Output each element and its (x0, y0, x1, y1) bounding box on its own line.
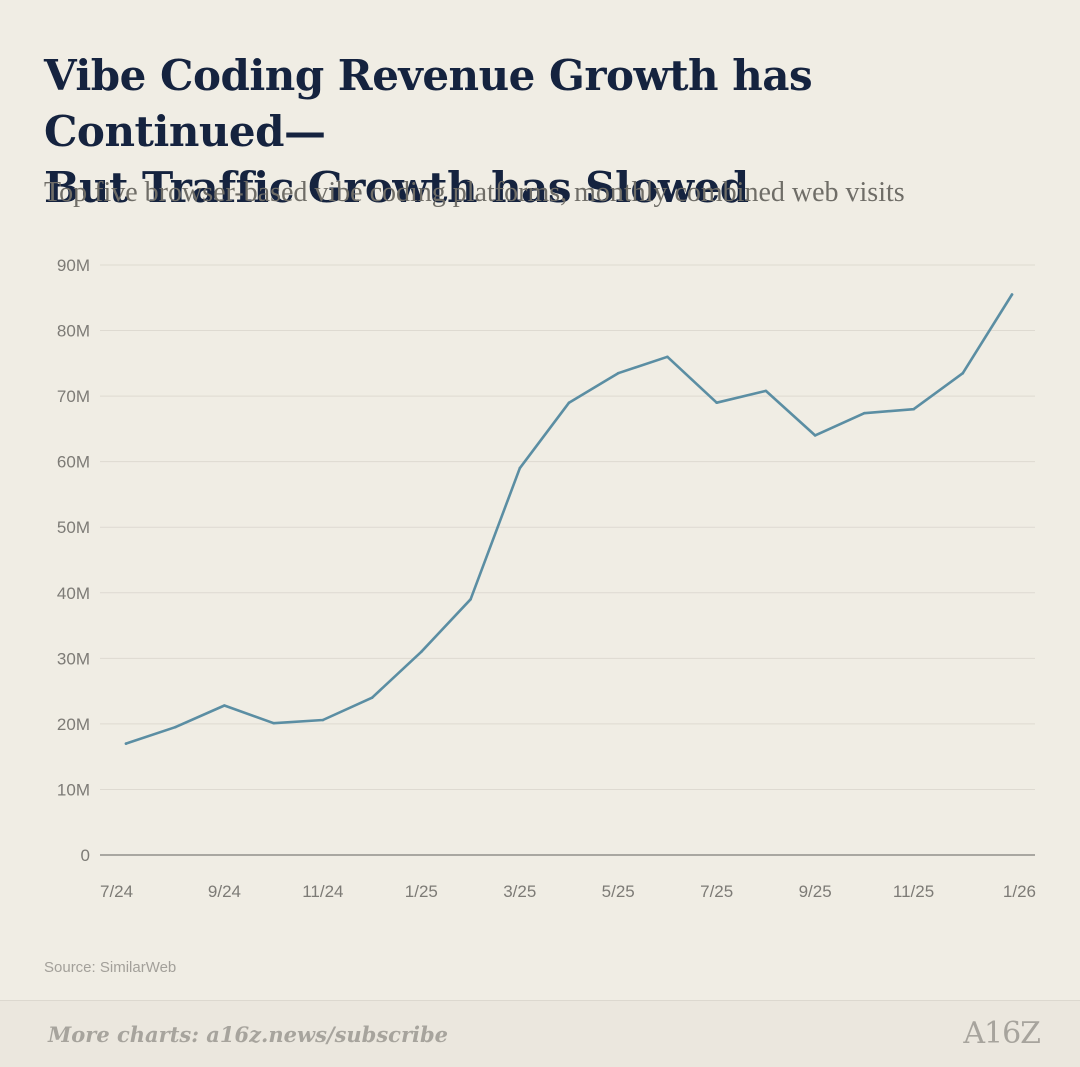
data-point-7-25 (715, 401, 718, 405)
x-tick-label: 1/25 (405, 882, 438, 901)
x-tick-label: 9/24 (208, 882, 241, 901)
data-point-9-24 (223, 704, 226, 707)
source-note: Source: SimilarWeb (44, 959, 177, 976)
chart-title-line-1: Vibe Coding Revenue Growth has Continued… (44, 51, 813, 156)
chart-subtitle: Top five browser-based vibe coding platf… (44, 177, 905, 208)
chart-title-line-2: But Traffic Growth has Slowed (44, 163, 749, 212)
data-point-12-25 (961, 371, 965, 375)
data-point-1-25 (420, 650, 423, 654)
y-tick-label: 70M (57, 387, 90, 406)
data-point-10-24 (272, 721, 276, 725)
footer-bar: More charts: a16z.news/subscribe A16Z (0, 1000, 1080, 1067)
data-point-8-24 (173, 725, 177, 729)
y-tick-label: 20M (57, 715, 90, 734)
data-point-11-25 (912, 407, 915, 411)
x-tick-label: 7/24 (100, 882, 133, 901)
y-tick-label: 30M (57, 649, 90, 668)
data-point-12-24 (370, 696, 374, 699)
data-point-9-25 (813, 434, 817, 437)
data-point-1-26 (1010, 293, 1014, 296)
x-axis-tick-labels: 7/24 9/24 11/24 1/25 3/25 5/25 7/25 9/25 11/25 1/… (100, 882, 1036, 901)
data-point-11-24 (321, 718, 325, 722)
y-axis-tick-labels: 0 10M 20M 30M 40M 50M 60M 70M 80M 90M (57, 256, 90, 865)
data-point-4-25 (567, 401, 571, 405)
x-tick-label: 5/25 (602, 882, 635, 901)
y-tick-label: 60M (57, 453, 90, 472)
x-tick-label: 7/25 (700, 882, 733, 901)
y-tick-label: 0 (81, 846, 90, 865)
x-tick-label: 3/25 (503, 882, 536, 901)
data-point-10-25 (863, 411, 866, 415)
x-tick-label: 9/25 (799, 882, 832, 901)
data-point-7-24 (124, 742, 128, 745)
gridlines (100, 264, 1035, 856)
y-tick-label: 50M (57, 518, 90, 537)
y-tick-label: 90M (57, 256, 90, 275)
subscribe-link[interactable]: More charts: a16z.news/subscribe (48, 1022, 449, 1047)
series-layer (124, 293, 1014, 745)
series-line-web-visits (124, 293, 1014, 745)
y-tick-label: 10M (57, 780, 90, 799)
x-tick-label: 11/25 (893, 882, 934, 901)
data-point-3-25 (518, 466, 522, 470)
line-chart: 0 10M 20M 30M 40M 50M 60M 70M 80M 90M 7/24 9/24 11/… (57, 256, 1036, 901)
chart-title: Vibe Coding Revenue Growth has Continued… (44, 48, 1044, 216)
a16z-logo: A16Z (963, 1016, 1041, 1051)
x-tick-label: 1/26 (1003, 882, 1036, 901)
y-tick-label: 80M (57, 322, 90, 341)
data-point-2-25 (469, 598, 472, 601)
y-tick-label: 40M (57, 584, 90, 603)
x-tick-label: 11/24 (302, 882, 343, 901)
data-point-6-25 (666, 355, 669, 359)
data-point-8-25 (764, 389, 768, 393)
data-point-5-25 (616, 371, 620, 375)
